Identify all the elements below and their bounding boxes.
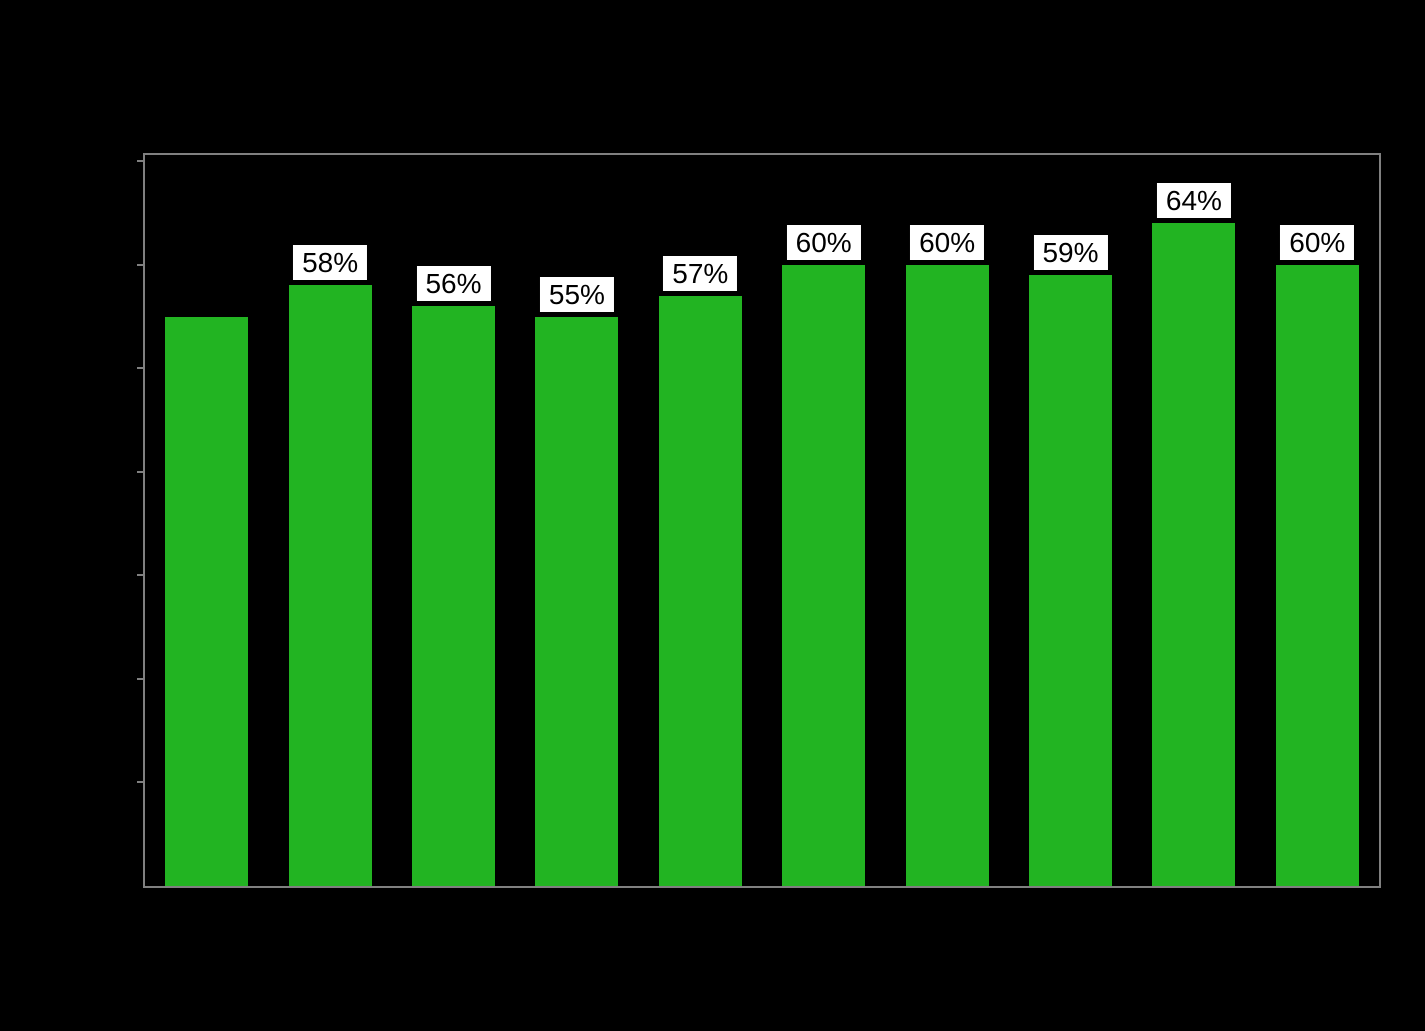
bar-value-label: 55% — [539, 276, 614, 312]
bar-value-label: 60% — [1280, 224, 1355, 260]
bar — [288, 285, 372, 886]
bar — [1029, 275, 1112, 886]
bar — [165, 316, 249, 886]
y-axis-tick — [137, 677, 145, 680]
plot-area: 58% 56% 55% 57% 60% 60% 59% 64% 60% — [137, 153, 1381, 888]
bar — [782, 264, 866, 886]
bar — [412, 306, 495, 886]
bar-value-label: 56% — [416, 266, 491, 302]
bar-value-label: 60% — [786, 224, 861, 260]
bar-value-label: 59% — [1033, 235, 1108, 271]
y-axis-tick — [137, 263, 145, 266]
y-axis-tick — [137, 160, 145, 163]
y-axis-tick — [137, 367, 145, 370]
bar — [905, 264, 989, 886]
bar-value-label: 64% — [1156, 183, 1231, 219]
bar — [535, 316, 619, 886]
y-axis-tick — [137, 470, 145, 473]
bar — [1275, 264, 1359, 886]
bar — [658, 295, 742, 886]
bar-value-label: 58% — [293, 245, 368, 281]
y-axis-tick — [137, 781, 145, 784]
y-axis-tick — [137, 574, 145, 577]
bar-value-label: 57% — [663, 255, 738, 291]
bar — [1152, 223, 1236, 886]
bar-value-label: 60% — [910, 224, 985, 260]
